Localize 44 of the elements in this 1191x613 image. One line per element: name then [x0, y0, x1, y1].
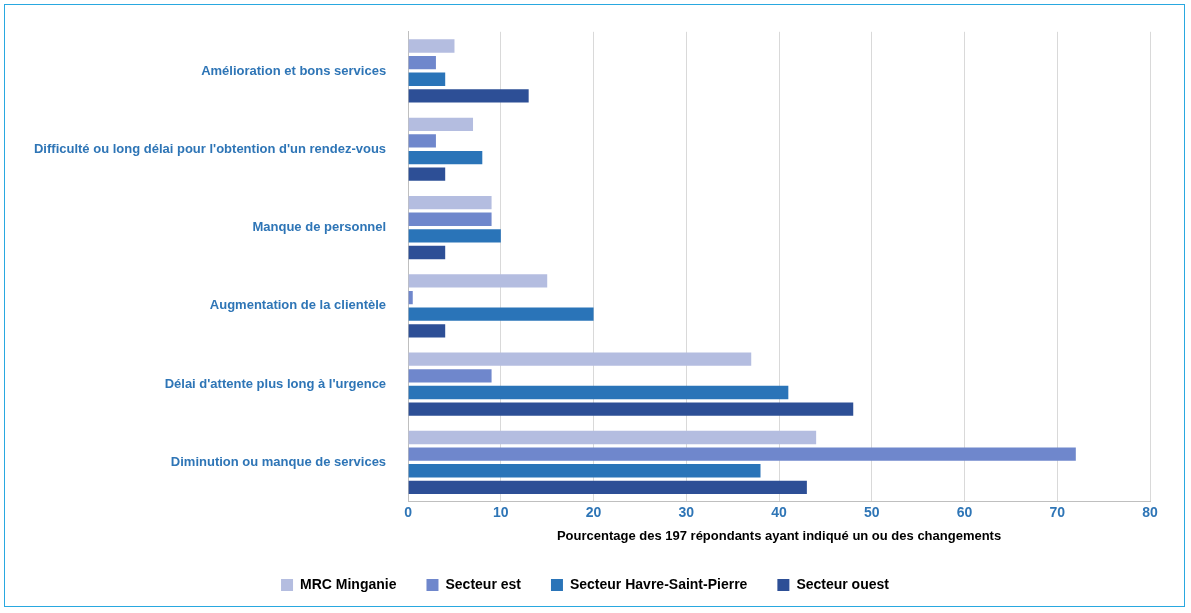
- bar: [408, 464, 761, 478]
- y-tick-label: Difficulté ou long délai pour l'obtention d'un rendez-vous: [33, 140, 387, 156]
- y-tick-label: Amélioration et bons services: [201, 62, 387, 78]
- bar: [408, 89, 529, 103]
- bar: [408, 245, 446, 260]
- bar: [408, 385, 789, 400]
- bar: [408, 352, 752, 366]
- y-tick-label: Délai d'attente plus long à l'urgence: [164, 375, 387, 391]
- bar: [408, 55, 436, 70]
- y-tick-label: Augmentation de la clientèle: [209, 297, 387, 313]
- bar: [408, 324, 446, 338]
- x-tick-label: 70: [1049, 503, 1066, 520]
- x-tick-label: 80: [1142, 503, 1158, 520]
- legend-label: Secteur est: [445, 575, 522, 592]
- y-tick-label: Manque de personnel: [252, 219, 387, 235]
- legend-label: Secteur ouest: [796, 575, 890, 592]
- bar: [408, 72, 446, 86]
- bar: [408, 402, 854, 416]
- bar: [408, 430, 817, 445]
- x-tick-label: 0: [404, 503, 413, 520]
- bar: [408, 369, 492, 383]
- bar: [408, 167, 446, 181]
- bar: [408, 212, 492, 226]
- bar: [408, 134, 436, 148]
- bar: [408, 195, 492, 210]
- x-tick-label: 10: [493, 503, 509, 520]
- bar: [408, 229, 501, 243]
- bar: [408, 150, 483, 165]
- x-tick-label: 30: [678, 503, 695, 520]
- x-axis-title: Pourcentage des 197 répondants ayant indiqué un ou des changements: [556, 527, 1002, 543]
- bar: [408, 290, 413, 305]
- bar: [408, 447, 1076, 461]
- legend-label: MRC Minganie: [300, 575, 397, 592]
- bar: [408, 39, 455, 53]
- bar: [408, 307, 594, 321]
- bar: [408, 480, 807, 495]
- x-tick-label: 60: [956, 503, 973, 520]
- x-tick-label: 20: [585, 503, 602, 520]
- bar: [408, 274, 548, 288]
- x-tick-label: 50: [864, 503, 880, 520]
- legend-label: Secteur Havre-Saint-Pierre: [569, 575, 748, 592]
- y-tick-label: Diminution ou manque de services: [170, 454, 387, 470]
- bar: [408, 117, 474, 131]
- x-tick-label: 40: [771, 503, 788, 520]
